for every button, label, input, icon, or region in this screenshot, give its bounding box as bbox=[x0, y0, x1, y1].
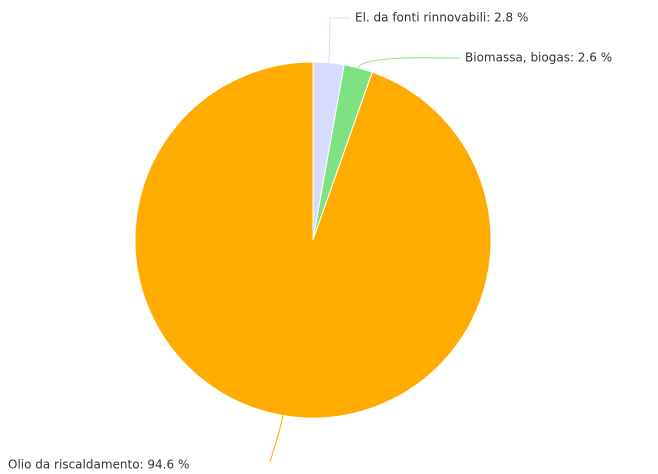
connector bbox=[269, 415, 284, 463]
pie-slice bbox=[134, 61, 492, 419]
data-label: Olio da riscaldamento: 94.6 % bbox=[8, 458, 189, 472]
connector bbox=[357, 57, 460, 69]
data-label: Biomassa, biogas: 2.6 % bbox=[465, 51, 612, 65]
connector bbox=[328, 17, 350, 63]
data-label: El. da fonti rinnovabili: 2.8 % bbox=[355, 11, 528, 25]
